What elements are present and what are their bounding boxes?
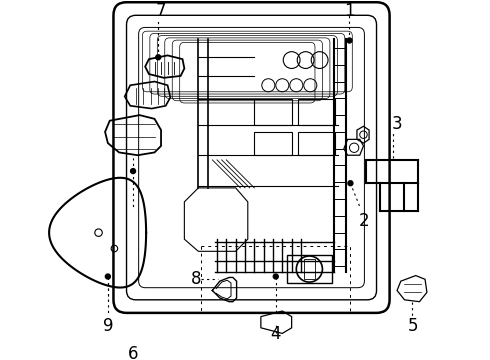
Text: 7: 7: [156, 2, 166, 20]
Bar: [254, 132, 292, 155]
Text: 2: 2: [359, 212, 370, 230]
Bar: [298, 99, 336, 125]
Bar: [298, 132, 336, 155]
Circle shape: [348, 181, 353, 185]
Bar: [304, 259, 315, 279]
Text: 3: 3: [392, 116, 402, 134]
Circle shape: [131, 169, 135, 174]
Bar: [201, 246, 350, 313]
Text: 9: 9: [102, 317, 113, 335]
Circle shape: [156, 55, 161, 60]
Text: 6: 6: [128, 345, 138, 360]
Bar: [254, 99, 292, 125]
Text: 5: 5: [408, 317, 418, 335]
Text: 1: 1: [344, 2, 355, 20]
Circle shape: [347, 38, 352, 43]
Bar: [287, 255, 332, 283]
Circle shape: [273, 274, 278, 279]
Circle shape: [105, 274, 110, 279]
Text: 4: 4: [270, 325, 281, 343]
Text: 8: 8: [191, 270, 202, 288]
